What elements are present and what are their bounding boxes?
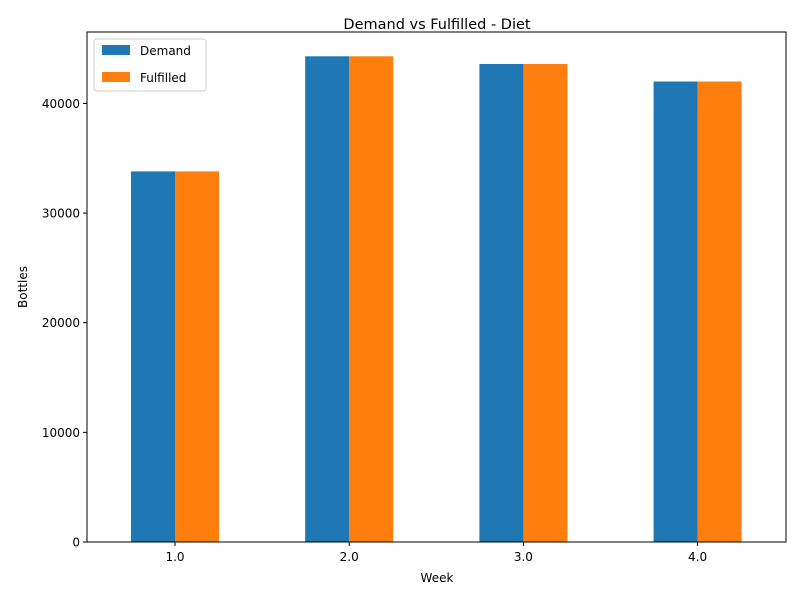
x-tick-label: 4.0 <box>688 550 707 564</box>
y-tick-label: 10000 <box>42 426 80 440</box>
bar-fulfilled-4 <box>697 81 742 542</box>
legend: Demand Fulfilled <box>93 38 207 92</box>
bars-layer <box>131 56 742 543</box>
bar-fulfilled-2 <box>349 56 394 543</box>
x-axis: 1.0 2.0 3.0 4.0 <box>165 542 707 564</box>
bar-demand-1 <box>131 171 175 542</box>
legend-swatch-fulfilled <box>102 72 130 82</box>
y-tick-label: 30000 <box>42 207 80 221</box>
bar-fulfilled-3 <box>523 64 568 542</box>
bar-demand-4 <box>653 81 698 542</box>
bar-demand-2 <box>305 56 350 543</box>
x-tick-label: 2.0 <box>340 550 359 564</box>
legend-swatch-demand <box>102 45 130 55</box>
y-tick-label: 20000 <box>42 316 80 330</box>
x-axis-title: Week <box>421 571 454 585</box>
y-tick-label: 0 <box>72 536 80 550</box>
y-axis: 0 10000 20000 30000 40000 <box>42 97 87 550</box>
x-tick-label: 3.0 <box>514 550 533 564</box>
plot-area-frame <box>86 31 787 543</box>
y-tick-label: 40000 <box>42 97 80 111</box>
y-axis-title: Bottles <box>16 266 30 308</box>
legend-label-demand: Demand <box>140 44 191 58</box>
bar-fulfilled-1 <box>175 171 219 542</box>
x-tick-label: 1.0 <box>165 550 184 564</box>
bar-demand-3 <box>479 64 524 542</box>
legend-label-fulfilled: Fulfilled <box>140 71 186 85</box>
chart-title: Demand vs Fulfilled - Diet <box>343 17 530 33</box>
